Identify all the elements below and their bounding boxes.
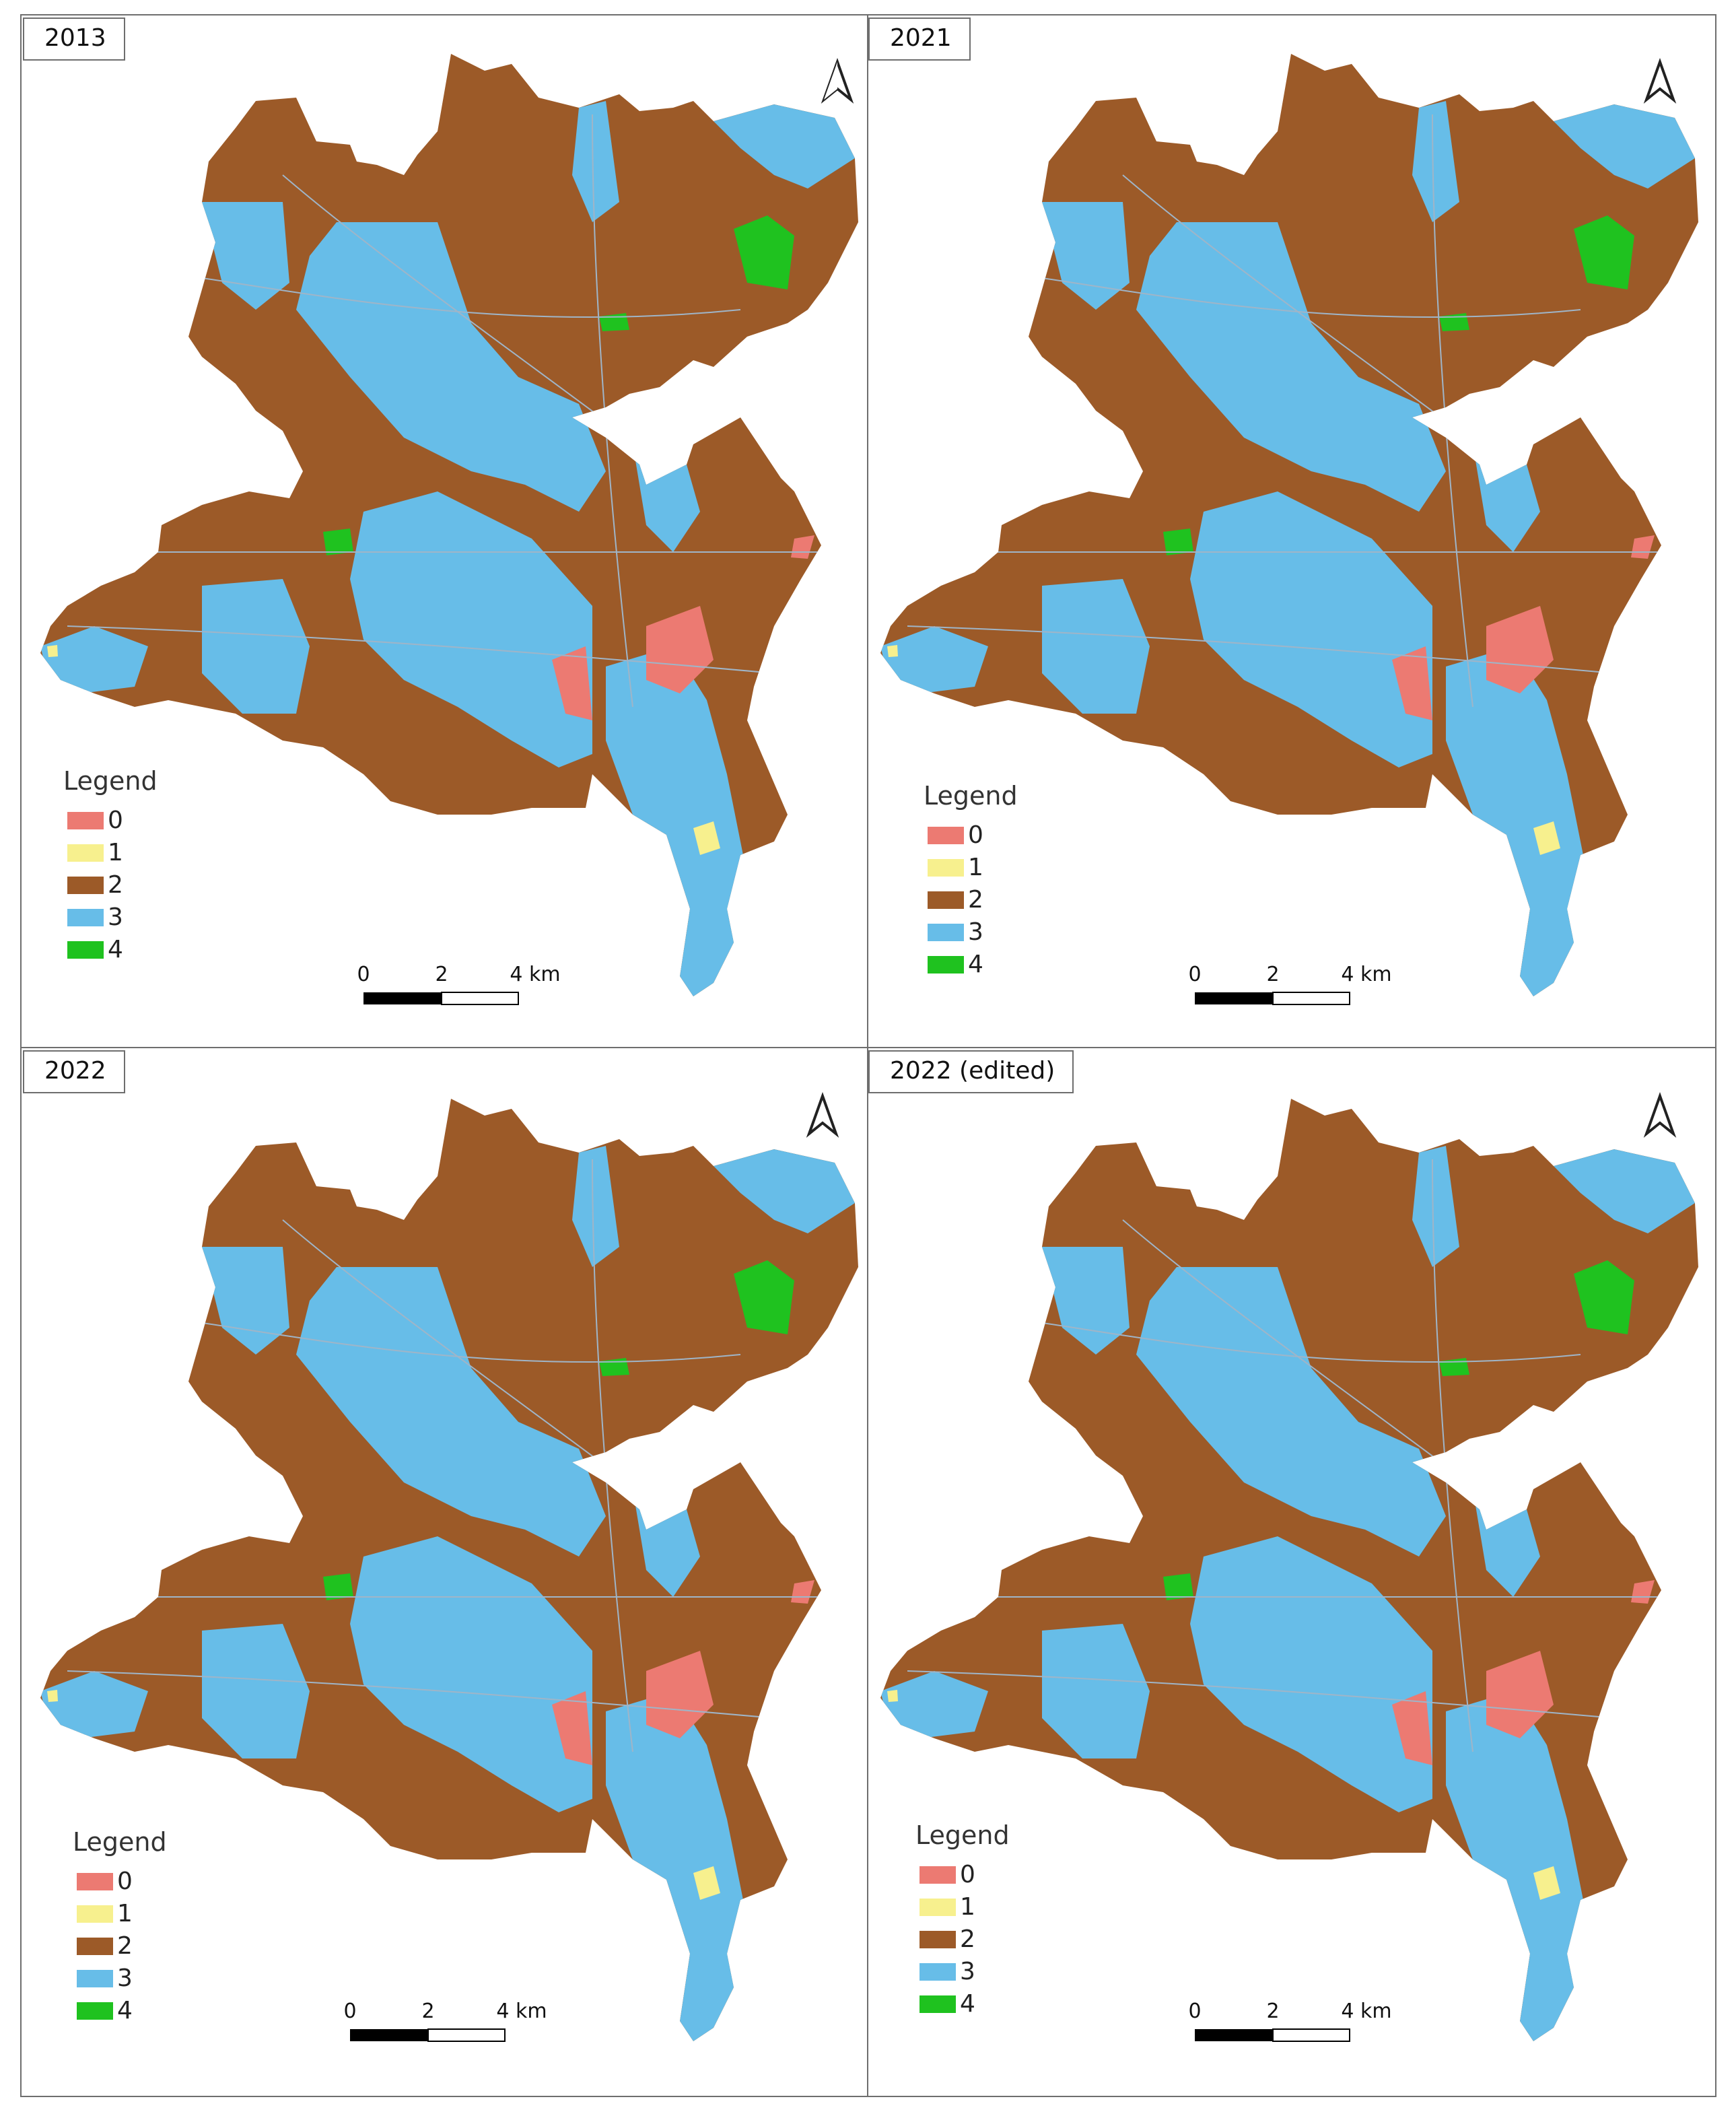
legend-item-3: 3 [919, 1956, 975, 1987]
legend-swatch-2 [67, 877, 104, 894]
scale-bar [1195, 992, 1350, 1005]
legend-item-3: 3 [67, 902, 123, 933]
legend-swatch-0 [67, 812, 104, 829]
legend-swatch-3 [919, 1963, 956, 1981]
scale-label-2: 2 [1266, 963, 1280, 986]
legend-label-4: 4 [117, 1997, 133, 2024]
legend-label-2: 2 [117, 1932, 133, 1960]
legend-item-3: 3 [928, 917, 983, 948]
legend-item-1: 1 [919, 1892, 975, 1923]
legend-title: Legend [73, 1827, 167, 1857]
legend-swatch-4 [77, 2002, 113, 2020]
legend-label-3: 3 [960, 1958, 975, 1985]
legend-swatch-1 [928, 859, 964, 877]
legend-label-0: 0 [960, 1861, 975, 1888]
legend-swatch-1 [919, 1899, 956, 1916]
panel-title-2022: 2022 [23, 1050, 125, 1093]
scale-label-4km: 4 km [1341, 2000, 1392, 2023]
scale-bar [350, 2028, 506, 2042]
legend-label-3: 3 [968, 918, 983, 946]
legend-swatch-1 [77, 1905, 113, 1923]
legend-label-0: 0 [968, 821, 983, 849]
legend-label-1: 1 [108, 839, 123, 866]
panel-title-2022-edited: 2022 (edited) [868, 1050, 1074, 1093]
scale-label-4km: 4 km [510, 963, 561, 986]
north-arrow-icon [821, 58, 854, 104]
legend-item-2: 2 [77, 1931, 133, 1962]
legend-title: Legend [63, 766, 158, 796]
land-use-map-2013 [0, 0, 862, 1044]
legend-swatch-3 [77, 1970, 113, 1987]
scale-label-0: 0 [343, 2000, 357, 2023]
legend-swatch-2 [77, 1938, 113, 1955]
legend-swatch-4 [67, 941, 104, 959]
legend-label-2: 2 [968, 886, 983, 914]
legend-item-3: 3 [77, 1963, 133, 1994]
legend-item-4: 4 [77, 1995, 133, 2026]
legend-item-0: 0 [919, 1859, 975, 1890]
scale-label-4km: 4 km [1341, 963, 1392, 986]
legend-label-0: 0 [117, 1868, 133, 1895]
north-arrow-icon [806, 1092, 839, 1138]
legend-label-0: 0 [108, 807, 123, 834]
scale-label-2: 2 [421, 2000, 435, 2023]
legend-swatch-0 [919, 1866, 956, 1884]
legend-label-4: 4 [108, 936, 123, 963]
scale-label-0: 0 [357, 963, 370, 986]
legend-item-4: 4 [67, 934, 123, 965]
scale-label-0: 0 [1188, 2000, 1202, 2023]
legend-swatch-0 [928, 827, 964, 844]
legend-label-3: 3 [117, 1965, 133, 1992]
legend-swatch-2 [928, 891, 964, 909]
panel-title-2021: 2021 [868, 18, 971, 61]
scale-label-0: 0 [1188, 963, 1202, 986]
legend-title: Legend [924, 781, 1018, 811]
scale-label-2: 2 [435, 963, 448, 986]
legend-item-2: 2 [67, 870, 123, 901]
legend-title: Legend [915, 1820, 1010, 1850]
legend-swatch-2 [919, 1931, 956, 1948]
scale-bar [1195, 2028, 1350, 2042]
legend-item-2: 2 [919, 1924, 975, 1955]
legend-label-1: 1 [117, 1900, 133, 1927]
legend-label-4: 4 [960, 1990, 975, 2018]
legend-label-3: 3 [108, 903, 123, 931]
legend-swatch-1 [67, 844, 104, 862]
legend-swatch-3 [67, 909, 104, 926]
legend-item-0: 0 [77, 1866, 133, 1897]
scale-label-2: 2 [1266, 2000, 1280, 2023]
legend-label-4: 4 [968, 951, 983, 978]
legend-label-1: 1 [968, 854, 983, 881]
legend-item-1: 1 [77, 1899, 133, 1929]
scale-label-4km: 4 km [496, 2000, 547, 2023]
legend-item-0: 0 [928, 820, 983, 851]
legend-item-0: 0 [67, 805, 123, 836]
legend-item-2: 2 [928, 885, 983, 916]
north-arrow-icon [1643, 58, 1677, 104]
legend-label-1: 1 [960, 1893, 975, 1921]
panel-title-2013: 2013 [23, 18, 125, 61]
legend-item-1: 1 [928, 852, 983, 883]
legend-label-2: 2 [108, 871, 123, 899]
legend-swatch-3 [928, 924, 964, 941]
scale-bar [363, 992, 519, 1005]
legend-item-1: 1 [67, 838, 123, 868]
legend-swatch-0 [77, 1873, 113, 1890]
legend-item-4: 4 [919, 1989, 975, 2020]
legend-item-4: 4 [928, 949, 983, 980]
north-arrow-icon [1643, 1092, 1677, 1138]
legend-label-2: 2 [960, 1925, 975, 1953]
legend-swatch-4 [928, 956, 964, 973]
legend-swatch-4 [919, 1995, 956, 2013]
